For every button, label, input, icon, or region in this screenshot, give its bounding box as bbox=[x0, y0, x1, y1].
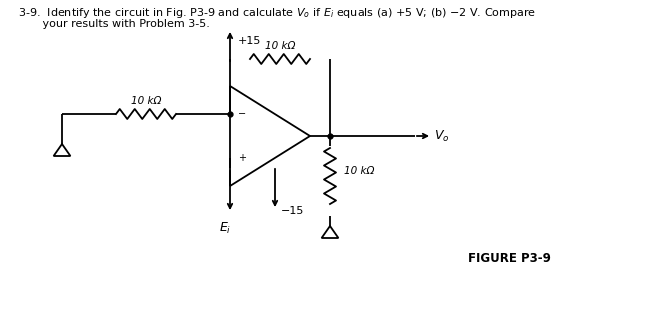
Text: $V_o$: $V_o$ bbox=[434, 128, 450, 144]
Text: $E_i$: $E_i$ bbox=[219, 221, 231, 236]
Text: +15: +15 bbox=[238, 36, 262, 46]
Text: −: − bbox=[238, 109, 246, 119]
Text: −15: −15 bbox=[281, 206, 304, 216]
Text: your results with Problem 3-5.: your results with Problem 3-5. bbox=[18, 19, 210, 29]
Text: 10 kΩ: 10 kΩ bbox=[131, 96, 161, 106]
Text: 3-9.  Identify the circuit in Fig. P3-9 and calculate $V_o$ if $E_i$ equals (a) : 3-9. Identify the circuit in Fig. P3-9 a… bbox=[18, 6, 536, 20]
Text: 10 kΩ: 10 kΩ bbox=[344, 166, 374, 176]
Text: +: + bbox=[238, 153, 246, 163]
Text: FIGURE P3-9: FIGURE P3-9 bbox=[468, 253, 551, 266]
Text: 10 kΩ: 10 kΩ bbox=[265, 41, 295, 51]
